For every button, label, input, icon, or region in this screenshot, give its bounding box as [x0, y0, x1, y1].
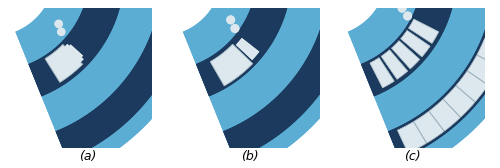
- Polygon shape: [444, 86, 475, 117]
- Polygon shape: [477, 38, 500, 67]
- Polygon shape: [196, 0, 290, 96]
- Circle shape: [404, 12, 411, 20]
- Text: (a): (a): [79, 150, 96, 163]
- Polygon shape: [346, 8, 484, 148]
- Polygon shape: [388, 3, 500, 160]
- Circle shape: [55, 20, 62, 27]
- Polygon shape: [477, 38, 500, 67]
- Polygon shape: [429, 99, 460, 131]
- Circle shape: [227, 16, 234, 24]
- Polygon shape: [400, 30, 430, 57]
- Polygon shape: [429, 99, 460, 131]
- Polygon shape: [210, 44, 252, 86]
- Polygon shape: [398, 122, 426, 153]
- Circle shape: [404, 12, 411, 20]
- Polygon shape: [45, 45, 82, 82]
- Circle shape: [398, 4, 406, 12]
- Circle shape: [227, 16, 234, 24]
- Polygon shape: [392, 41, 419, 69]
- Polygon shape: [370, 58, 394, 88]
- Polygon shape: [170, 9, 204, 82]
- Polygon shape: [468, 55, 499, 85]
- Polygon shape: [468, 55, 499, 85]
- Polygon shape: [338, 9, 372, 82]
- Circle shape: [58, 28, 65, 35]
- Polygon shape: [338, 9, 372, 82]
- Polygon shape: [16, 0, 204, 168]
- Polygon shape: [13, 8, 152, 148]
- Polygon shape: [56, 3, 190, 160]
- Polygon shape: [370, 58, 394, 88]
- Polygon shape: [348, 0, 500, 168]
- Text: (c): (c): [404, 150, 421, 163]
- Polygon shape: [66, 45, 83, 62]
- Polygon shape: [408, 19, 438, 43]
- Polygon shape: [45, 45, 82, 82]
- Polygon shape: [183, 0, 372, 168]
- Circle shape: [398, 4, 406, 12]
- Polygon shape: [180, 8, 320, 148]
- Polygon shape: [66, 45, 83, 62]
- Circle shape: [58, 28, 65, 35]
- Polygon shape: [392, 41, 419, 69]
- Polygon shape: [210, 44, 252, 86]
- Polygon shape: [170, 9, 204, 82]
- Polygon shape: [223, 3, 357, 160]
- Polygon shape: [381, 50, 407, 79]
- Polygon shape: [456, 71, 488, 102]
- Polygon shape: [414, 111, 444, 143]
- Polygon shape: [444, 86, 475, 117]
- Polygon shape: [56, 3, 190, 160]
- Polygon shape: [388, 3, 500, 160]
- Polygon shape: [414, 111, 444, 143]
- Polygon shape: [456, 71, 488, 102]
- Polygon shape: [381, 50, 407, 79]
- Polygon shape: [28, 0, 122, 96]
- Circle shape: [231, 25, 238, 32]
- Polygon shape: [183, 0, 372, 168]
- Circle shape: [55, 20, 62, 27]
- Polygon shape: [16, 0, 204, 168]
- Polygon shape: [408, 19, 438, 43]
- Polygon shape: [196, 0, 290, 96]
- Polygon shape: [62, 44, 84, 65]
- Polygon shape: [236, 38, 260, 60]
- Polygon shape: [400, 30, 430, 57]
- Polygon shape: [223, 3, 357, 160]
- Circle shape: [231, 25, 238, 32]
- Polygon shape: [361, 0, 455, 96]
- Polygon shape: [236, 38, 260, 60]
- Polygon shape: [398, 122, 426, 153]
- Text: (b): (b): [241, 150, 259, 163]
- Polygon shape: [62, 44, 84, 65]
- Polygon shape: [28, 0, 122, 96]
- Polygon shape: [348, 0, 500, 168]
- Polygon shape: [361, 0, 455, 96]
